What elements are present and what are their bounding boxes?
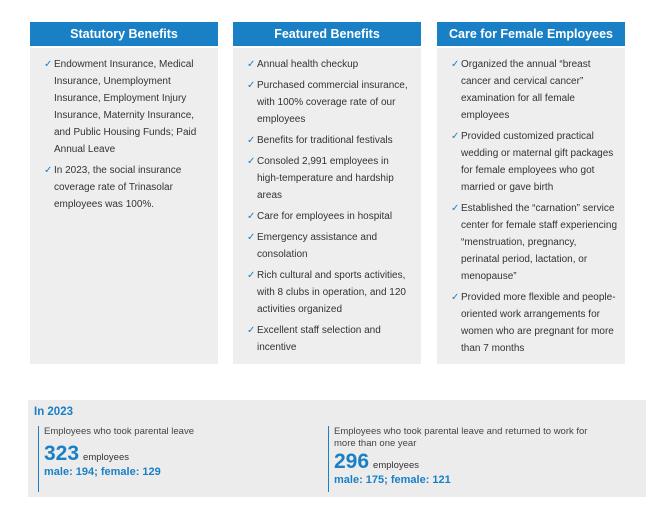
stat-unit: employees (373, 460, 419, 471)
benefit-item: In 2023, the social insurance coverage r… (44, 162, 210, 213)
stat-breakdown: male: 194; female: 129 (44, 466, 161, 478)
benefit-column: Featured Benefits Annual health checkup Pu… (233, 22, 421, 364)
benefit-item: Purchased commercial insurance, with 100… (247, 77, 413, 128)
benefit-item: Provided customized practical wedding or… (451, 128, 617, 196)
column-title: Statutory Benefits (30, 22, 218, 46)
summary-title: In 2023 (34, 406, 73, 418)
summary-band: In 2023 Employees who took parental leav… (28, 400, 646, 497)
stat-breakdown: male: 175; female: 121 (334, 474, 451, 486)
stat-block: Employees who took parental leave 323 empl… (38, 426, 314, 492)
benefit-item: Excellent staff selection and incentive (247, 322, 413, 356)
column-title: Featured Benefits (233, 22, 421, 46)
stat-label: Employees who took parental leave (44, 426, 194, 437)
column-box: Organized the annual “breast cancer and … (437, 48, 625, 364)
column-box: Annual health checkup Purchased commercia… (233, 48, 421, 364)
benefit-item: Consoled 2,991 employees in high-tempera… (247, 153, 413, 204)
benefit-column: Care for Female Employees Organized the a… (437, 22, 625, 364)
benefit-item: Annual health checkup (247, 56, 413, 73)
stat-value: 323 (44, 442, 80, 465)
stat-unit: employees (83, 452, 129, 463)
benefit-item: Organized the annual “breast cancer and … (451, 56, 617, 124)
benefit-item: Emergency assistance and consolation (247, 229, 413, 263)
column-box: Endowment Insurance, Medical Insurance, … (30, 48, 218, 364)
stat-label: Employees who took parental leave and re… (334, 426, 588, 449)
benefit-item: Benefits for traditional festivals (247, 132, 413, 149)
benefit-column: Statutory Benefits Endowment Insurance, M… (30, 22, 218, 364)
benefit-item: Provided more flexible and people-orient… (451, 289, 617, 357)
benefit-item: Care for employees in hospital (247, 208, 413, 225)
column-title: Care for Female Employees (437, 22, 625, 46)
benefit-item: Endowment Insurance, Medical Insurance, … (44, 56, 210, 158)
benefit-item: Established the “carnation” service cent… (451, 200, 617, 285)
stat-row: 323 employees (44, 442, 314, 466)
stat-value: 296 (334, 450, 370, 473)
stat-row: 296 employees (334, 450, 604, 474)
stat-block: Employees who took parental leave and re… (328, 426, 604, 492)
benefit-item: Rich cultural and sports activities, wit… (247, 267, 413, 318)
